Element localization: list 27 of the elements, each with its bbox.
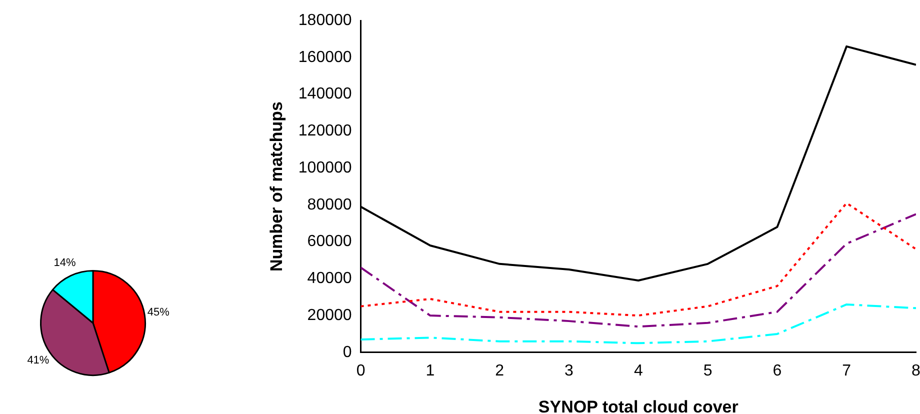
- y-tick-label: 120000: [298, 122, 352, 140]
- line-series: [360, 213, 916, 328]
- y-tick-label: 160000: [298, 48, 352, 66]
- x-tick-label: 2: [495, 362, 504, 380]
- x-tick-label: 0: [356, 362, 366, 380]
- y-tick-label: 80000: [307, 196, 352, 214]
- x-tick-label: 1: [426, 362, 435, 380]
- line-series: [360, 303, 916, 344]
- y-tick-label: 0: [342, 344, 352, 361]
- y-axis-title: Number of matchups: [266, 101, 286, 272]
- data-label: 45%: [147, 306, 170, 319]
- x-tick-label: 8: [912, 362, 920, 380]
- x-tick-label: 3: [564, 362, 574, 380]
- data-label: 41%: [27, 354, 50, 366]
- line-series: [360, 202, 916, 317]
- x-axis-title: SYNOP total cloud cover: [538, 397, 739, 414]
- x-tick-label: 7: [842, 362, 852, 380]
- data-label: 14%: [54, 257, 76, 270]
- y-tick-label: 20000: [307, 306, 352, 324]
- x-tick-label: 4: [634, 362, 643, 380]
- x-tick-label: 6: [772, 362, 782, 380]
- x-tick-label: 5: [703, 362, 712, 380]
- y-tick-label: 180000: [298, 12, 352, 30]
- y-tick-label: 100000: [298, 159, 352, 176]
- y-tick-label: 40000: [307, 270, 352, 288]
- y-tick-label: 60000: [307, 233, 352, 250]
- y-tick-label: 140000: [298, 86, 352, 103]
